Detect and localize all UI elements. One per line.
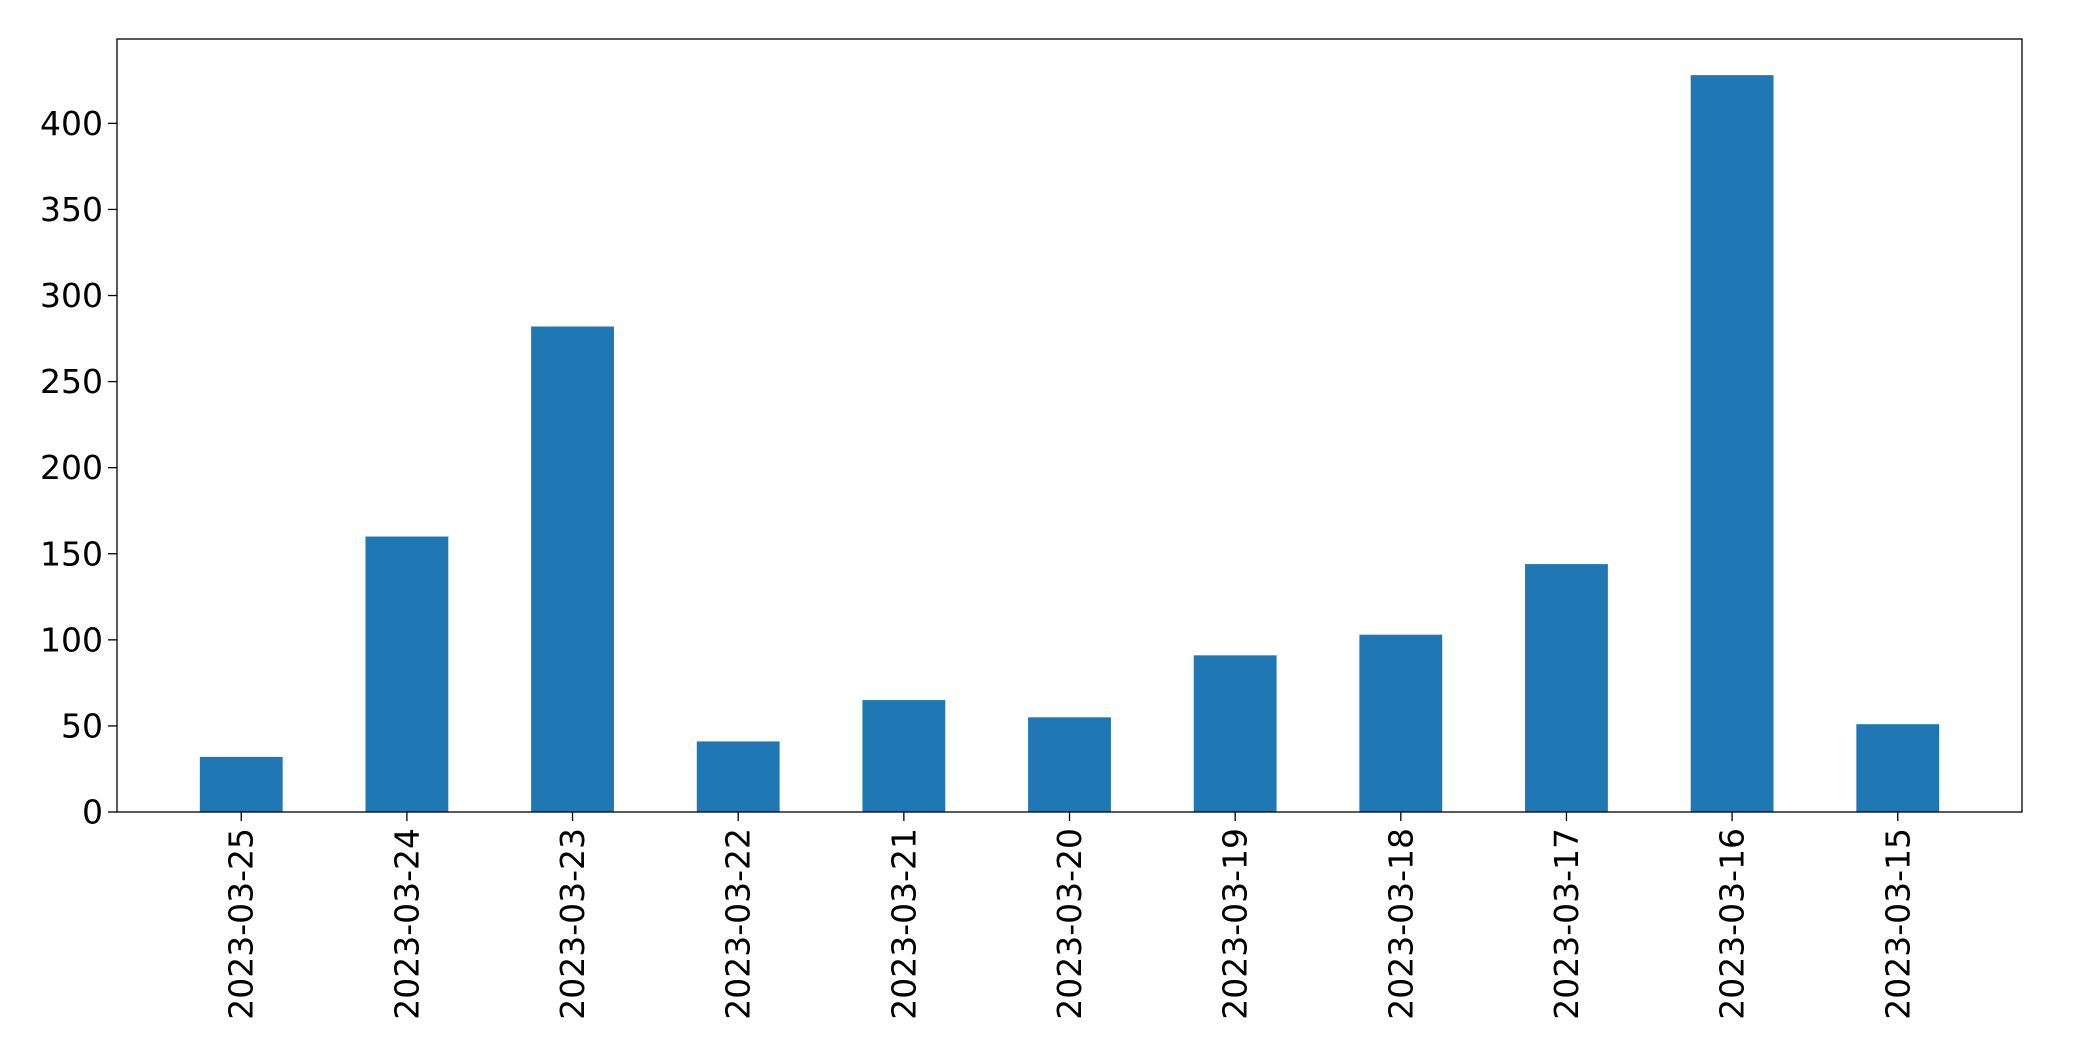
y-tick-label: 200 bbox=[40, 448, 103, 487]
x-tick-label: 2023-03-25 bbox=[222, 828, 261, 1020]
bars-group bbox=[199, 75, 1940, 812]
y-tick-label: 0 bbox=[82, 793, 103, 832]
y-tick-label: 150 bbox=[40, 534, 103, 573]
y-tick-label: 50 bbox=[61, 706, 103, 745]
x-tick-label: 2023-03-20 bbox=[1050, 828, 1089, 1020]
x-tick-label: 2023-03-24 bbox=[387, 828, 426, 1020]
y-axis: 0 50 100 150 200 250 300 350 400 bbox=[40, 104, 117, 832]
bar-2023-03-18 bbox=[1359, 634, 1443, 812]
y-tick-label: 350 bbox=[40, 190, 103, 229]
plot-frame bbox=[116, 38, 2023, 813]
y-tick-label: 100 bbox=[40, 620, 103, 659]
bar-2023-03-21 bbox=[862, 700, 946, 812]
x-tick-label: 2023-03-17 bbox=[1547, 828, 1586, 1020]
x-tick-label: 2023-03-22 bbox=[719, 828, 758, 1020]
bar-2023-03-24 bbox=[365, 536, 449, 812]
x-tick-label: 2023-03-19 bbox=[1216, 828, 1255, 1020]
y-tick-label: 400 bbox=[40, 104, 103, 143]
bar-2023-03-25 bbox=[199, 756, 283, 812]
x-tick-label: 2023-03-23 bbox=[553, 828, 592, 1020]
bar-2023-03-23 bbox=[531, 326, 614, 812]
bar-2023-03-17 bbox=[1525, 564, 1608, 812]
y-tick-label: 300 bbox=[40, 276, 103, 315]
x-tick-label: 2023-03-16 bbox=[1713, 828, 1752, 1020]
bar-2023-03-22 bbox=[696, 741, 780, 812]
x-tick-label: 2023-03-15 bbox=[1878, 828, 1917, 1020]
x-tick-label: 2023-03-21 bbox=[884, 828, 923, 1020]
bar-2023-03-19 bbox=[1193, 655, 1277, 812]
x-axis: 2023-03-25 2023-03-24 2023-03-23 2023-03-22… bbox=[222, 812, 1917, 1020]
y-tick-label: 250 bbox=[40, 362, 103, 401]
x-tick-label: 2023-03-18 bbox=[1381, 828, 1420, 1020]
bar-2023-03-15 bbox=[1856, 724, 1940, 812]
bar-2023-03-20 bbox=[1028, 717, 1111, 812]
bar-2023-03-16 bbox=[1690, 75, 1774, 812]
